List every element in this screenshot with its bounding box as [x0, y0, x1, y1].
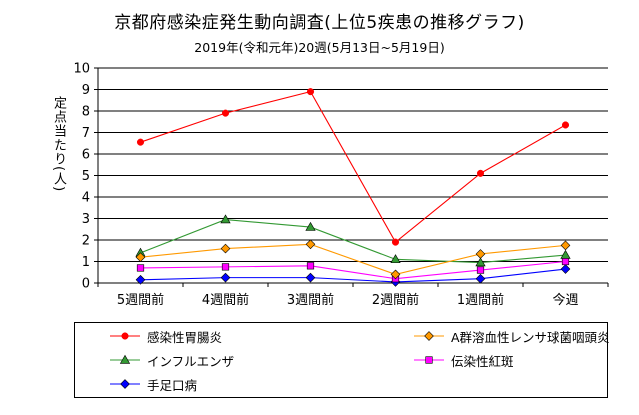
- legend-item: A群溶血性レンサ球菌咽頭炎: [413, 327, 610, 345]
- data-point: [135, 252, 146, 263]
- data-point: [220, 214, 231, 224]
- data-point: [136, 138, 145, 146]
- legend-label: 伝染性紅斑: [451, 353, 514, 369]
- legend-item: インフルエンザ: [109, 351, 234, 369]
- x-tick-label: 4週間前: [202, 292, 249, 308]
- y-tick-label: 9: [82, 83, 90, 98]
- data-point: [221, 109, 230, 117]
- y-tick-labels: 0 1 2 3 4 5 6 7 8 9 10: [73, 62, 90, 292]
- legend-swatch: [414, 356, 444, 364]
- x-tick-labels: 5週間前 4週間前 3週間前 2週間前 1週間前 今週: [117, 292, 579, 308]
- y-tick-label: 10: [73, 62, 90, 77]
- series-line: [140, 91, 566, 243]
- series-line: [140, 260, 566, 280]
- series-line: [140, 219, 566, 264]
- data-point: [560, 240, 571, 251]
- legend-label: 手足口病: [147, 377, 198, 393]
- x-tick-label: 今週: [552, 292, 578, 308]
- data-point: [476, 169, 485, 177]
- legend-label: インフルエンザ: [147, 353, 235, 369]
- data-point: [390, 254, 401, 264]
- data-point: [390, 269, 401, 280]
- x-tick-label: 1週間前: [457, 292, 504, 308]
- data-point: [391, 238, 400, 246]
- legend: 感染性胃腸炎 A群溶血性レンサ球菌咽頭炎インフルエンザ 伝染性紅斑手足口病: [74, 322, 610, 398]
- legend-marker: [120, 379, 130, 389]
- legend-swatch: [110, 332, 140, 340]
- series-group: [136, 88, 570, 246]
- legend-label: A群溶血性レンサ球菌咽頭炎: [451, 329, 610, 345]
- data-point: [136, 264, 145, 272]
- legend-item: 感染性胃腸炎: [109, 327, 222, 345]
- legend-swatch: [414, 331, 444, 341]
- y-tick-label: 1: [82, 255, 90, 270]
- axes: [94, 67, 609, 287]
- y-axis-label: 定点当たり(人): [51, 96, 66, 193]
- y-tick-label: 7: [82, 126, 90, 141]
- x-tick-label: 3週間前: [287, 292, 334, 308]
- data-point: [220, 272, 231, 283]
- data-point: [305, 221, 316, 231]
- chart-subtitle: 2019年(令和元年)20週(5月13日~5月19日): [194, 40, 445, 55]
- legend-marker: [119, 354, 131, 364]
- data-point: [305, 239, 316, 250]
- grid-lines: [98, 67, 608, 262]
- legend-swatch: [110, 379, 140, 389]
- data-point: [305, 272, 316, 283]
- y-tick-label: 4: [82, 191, 90, 206]
- y-tick-label: 3: [82, 212, 90, 227]
- data-point: [306, 262, 315, 270]
- legend-marker: [425, 356, 433, 364]
- legend-swatch: [110, 354, 140, 364]
- legend-label: 感染性胃腸炎: [147, 329, 223, 345]
- data-point: [560, 264, 571, 274]
- series-line: [140, 243, 566, 275]
- chart-title: 京都府感染症発生動向調査(上位5疾患の推移グラフ): [114, 13, 525, 33]
- y-tick-label: 5: [82, 169, 90, 184]
- data-point: [476, 266, 485, 274]
- legend-marker: [424, 331, 434, 341]
- x-tick-label: 5週間前: [117, 292, 164, 308]
- data-point: [475, 273, 486, 284]
- data-point: [135, 274, 146, 285]
- y-tick-label: 6: [82, 148, 90, 163]
- y-tick-label: 8: [82, 105, 90, 120]
- data-point: [560, 249, 571, 259]
- y-tick-label: 0: [82, 277, 90, 292]
- data-point: [561, 121, 570, 129]
- series-group: [135, 214, 571, 267]
- data-point: [220, 243, 231, 254]
- data-point: [306, 88, 315, 96]
- series-line: [140, 268, 566, 283]
- data-point: [221, 263, 230, 271]
- legend-item: 伝染性紅斑: [413, 351, 514, 369]
- legend-item: 手足口病: [109, 375, 197, 393]
- series-layer: [135, 88, 571, 287]
- data-point: [561, 257, 570, 266]
- legend-marker: [121, 332, 129, 340]
- data-point: [475, 249, 486, 259]
- chart-plot: 0 1 2 3 4 5 6 7 8 9 10 5週間前 4週間前 3週間前 2週間前 1週間前 今週: [73, 62, 609, 308]
- series-group: [135, 239, 571, 280]
- y-tick-label: 2: [82, 234, 90, 249]
- data-point: [475, 257, 486, 267]
- x-tick-label: 2週間前: [372, 292, 419, 308]
